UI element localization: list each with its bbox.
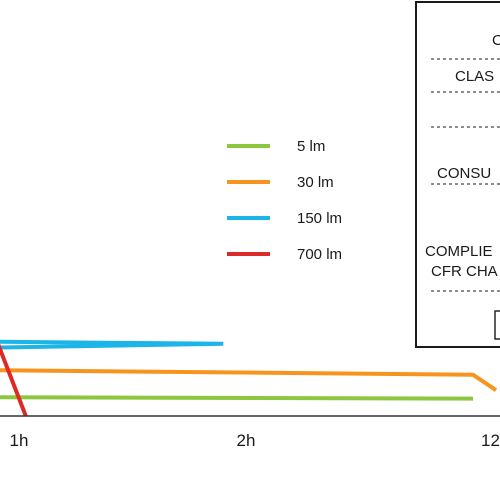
info-panel-box [494, 310, 500, 340]
info-panel-line: COMPLIE [425, 243, 493, 260]
x-tick-label: 2h [237, 431, 256, 450]
series-line-700lm [0, 343, 28, 417]
legend-label-700lm: 700 lm [297, 246, 342, 263]
x-tick-label: 1h [10, 431, 29, 450]
legend-label-5lm: 5 lm [297, 138, 325, 155]
info-panel-line: C [492, 32, 500, 49]
series-line-5lm [0, 395, 474, 401]
legend-label-30lm: 30 lm [297, 174, 334, 191]
series-line-150lm [0, 339, 224, 350]
info-panel-line: CFR CHA [431, 263, 498, 280]
plot-area [0, 339, 498, 417]
series-line-30lm [0, 368, 498, 392]
legend: 5 lm 30 lm 150 lm 700 lm [227, 138, 342, 263]
x-tick-label: 12 [481, 431, 500, 450]
info-panel-line: CONSU [437, 165, 491, 182]
info-panel-line: CLAS [455, 68, 494, 85]
info-panel: C CLAS CONSU COMPLIE CFR CHA [415, 1, 500, 348]
x-axis: 1h 2h 12 [0, 415, 500, 450]
legend-label-150lm: 150 lm [297, 210, 342, 227]
